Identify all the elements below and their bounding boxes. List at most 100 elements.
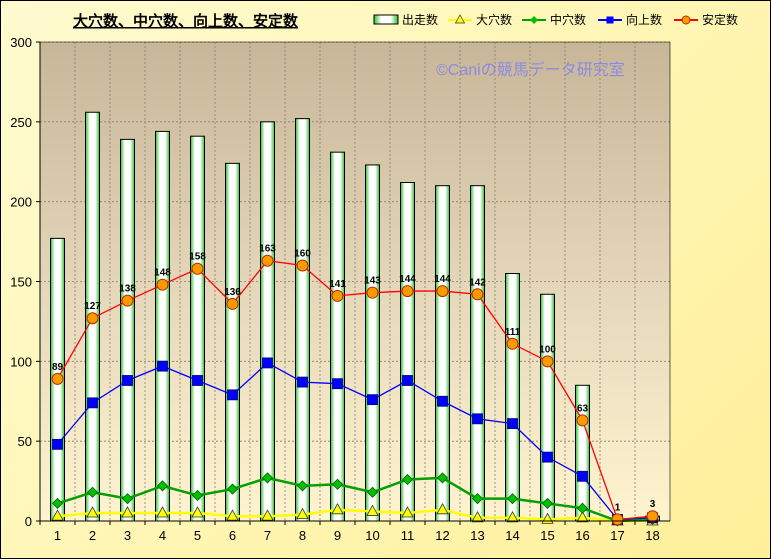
marker-安定数-4 (156, 278, 169, 291)
legend-中穴数-label: 中穴数 (550, 12, 586, 27)
x-tick-label: 2 (89, 528, 96, 543)
marker-安定数-16 (576, 414, 589, 427)
marker-中穴数-13 (471, 493, 484, 505)
marker-向上数-4 (157, 360, 168, 372)
marker-安定数-3 (121, 294, 134, 307)
marker-向上数-1 (52, 438, 63, 450)
marker-中穴数-5 (191, 489, 204, 502)
marker-中穴数-11 (401, 473, 414, 486)
marker-向上数-15 (542, 451, 553, 463)
legend-向上数-label: 向上数 (626, 12, 662, 27)
marker-安定数-1 (51, 372, 64, 385)
bar-14 (505, 273, 520, 522)
marker-向上数-9 (332, 378, 343, 390)
legend-大穴数-marker (454, 14, 466, 24)
marker-安定数-5 (191, 262, 204, 275)
data-label-8: 160 (294, 249, 311, 260)
data-label-4: 148 (154, 268, 171, 279)
data-label-3: 138 (119, 284, 136, 295)
marker-安定数-8 (296, 259, 309, 272)
series-lines (51, 254, 659, 527)
marker-安定数-7 (261, 254, 274, 267)
marker-大穴数-9 (331, 502, 344, 515)
x-tick-label: 5 (194, 528, 201, 543)
marker-大穴数-16 (576, 510, 589, 523)
data-label-2: 127 (84, 301, 101, 312)
marker-中穴数-12 (436, 472, 449, 484)
marker-安定数-2 (86, 312, 99, 325)
line-中穴数 (57, 476, 653, 523)
x-tick-label: 15 (540, 528, 554, 543)
marker-向上数-5 (192, 375, 203, 386)
marker-向上数-16 (577, 470, 588, 482)
marker-大穴数-8 (296, 507, 309, 520)
bar-6 (225, 162, 240, 522)
x-tick-label: 7 (264, 528, 271, 543)
data-label-7: 163 (259, 244, 276, 255)
x-tick-label: 18 (645, 528, 659, 543)
bar-4 (155, 130, 170, 522)
marker-安定数-17 (611, 513, 624, 526)
x-tick-label: 9 (334, 528, 341, 543)
legend-出走数-swatch (373, 14, 399, 25)
marker-中穴数-3 (121, 493, 134, 505)
marker-向上数-3 (122, 375, 133, 386)
x-tick-label: 12 (435, 528, 449, 543)
bar-10 (365, 164, 380, 522)
chart-title: 大穴数、中穴数、向上数、安定数 (73, 12, 299, 30)
bar-11 (400, 182, 415, 522)
data-label-17: 1 (615, 502, 621, 513)
marker-安定数-6 (226, 297, 239, 310)
marker-大穴数-14 (506, 510, 519, 523)
marker-中穴数-10 (366, 486, 379, 498)
marker-中穴数-2 (86, 486, 99, 498)
bars (50, 111, 660, 522)
marker-安定数-15 (541, 355, 554, 368)
marker-大穴数-1 (51, 509, 64, 521)
x-tick-label: 1 (54, 528, 61, 543)
marker-中穴数-1 (51, 497, 64, 510)
y-tick-label: 150 (10, 275, 32, 290)
marker-大穴数-6 (226, 509, 239, 521)
marker-大穴数-2 (86, 506, 99, 518)
x-tick-label: 17 (610, 528, 624, 543)
y-tick-label: 0 (25, 514, 32, 529)
bar-9 (330, 151, 345, 522)
data-label-14: 111 (505, 327, 521, 338)
line-大穴数 (57, 508, 653, 523)
x-tick-label: 13 (470, 528, 484, 543)
data-label-16: 63 (577, 403, 589, 414)
legend-安定数-label: 安定数 (702, 12, 738, 27)
x-tick-label: 16 (575, 528, 589, 543)
marker-向上数-13 (472, 413, 483, 425)
bar-8 (295, 118, 310, 522)
marker-向上数-7 (262, 357, 273, 369)
marker-大穴数-4 (156, 506, 169, 518)
data-label-9: 141 (329, 279, 346, 290)
marker-大穴数-3 (121, 506, 134, 518)
x-tick-label: 14 (505, 528, 519, 543)
y-tick-label: 50 (18, 434, 32, 449)
bar-13 (470, 185, 485, 522)
marker-中穴数-9 (331, 478, 344, 490)
bar-3 (120, 138, 135, 522)
marker-安定数-10 (366, 286, 379, 299)
marker-向上数-2 (87, 397, 98, 409)
marker-中穴数-14 (506, 493, 519, 505)
data-label-15: 100 (539, 344, 556, 355)
x-tick-label: 10 (365, 528, 379, 543)
x-tick-label: 4 (159, 528, 166, 543)
x-tick-label: 8 (299, 528, 306, 543)
legend-中穴数-marker (530, 16, 538, 24)
x-tick-label: 6 (229, 528, 236, 543)
legend-向上数-marker (606, 16, 614, 24)
marker-中穴数-7 (261, 472, 274, 484)
bar-5 (190, 135, 205, 522)
bar-15 (540, 293, 555, 522)
line-安定数 (56, 260, 653, 521)
legend-安定数-marker (681, 15, 691, 25)
marker-向上数-12 (437, 395, 448, 407)
data-label-18: 3 (650, 499, 656, 510)
